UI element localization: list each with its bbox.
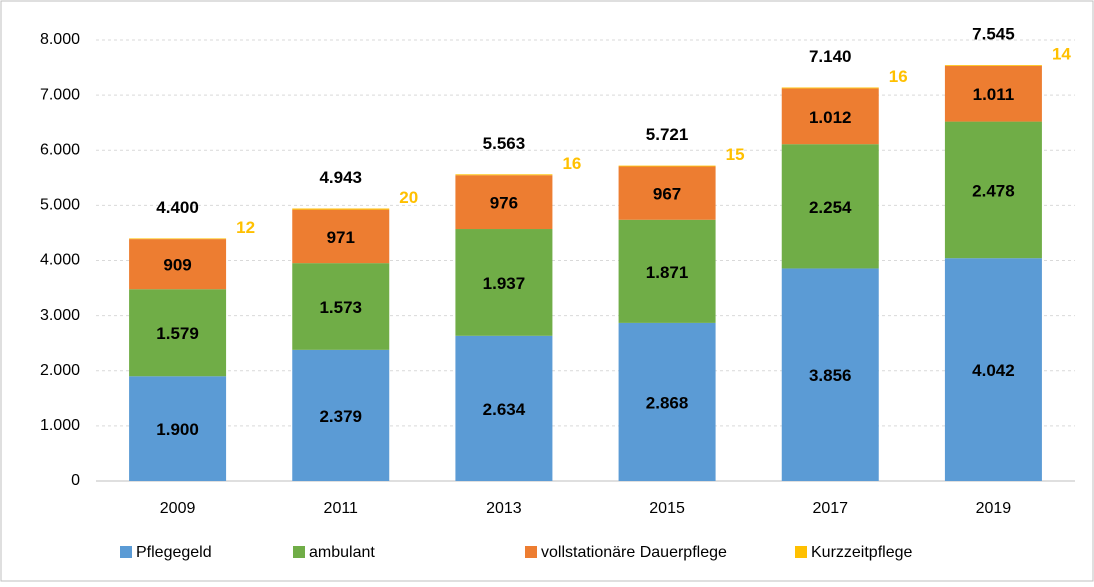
bar-segment bbox=[129, 238, 227, 240]
data-label: 2.254 bbox=[809, 198, 852, 217]
data-label: 1.573 bbox=[319, 298, 362, 317]
y-tick-label: 8.000 bbox=[40, 31, 80, 48]
y-tick-label: 1.000 bbox=[40, 417, 80, 434]
bar-segment bbox=[944, 65, 1042, 122]
bar-segment bbox=[129, 289, 227, 377]
legend-swatch bbox=[525, 546, 537, 558]
bar-segment bbox=[781, 87, 879, 89]
data-label: 4.042 bbox=[972, 361, 1015, 380]
bar-segment bbox=[944, 65, 1042, 66]
bar-segment bbox=[292, 263, 390, 350]
data-label: 1.011 bbox=[973, 85, 1015, 104]
data-label: 976 bbox=[490, 194, 518, 213]
y-tick-label: 0 bbox=[71, 472, 80, 489]
bar-segment bbox=[944, 258, 1042, 481]
x-tick-label: 2009 bbox=[160, 500, 196, 517]
data-label: 16 bbox=[562, 154, 581, 173]
bar-segment bbox=[618, 166, 716, 220]
legend-label: ambulant bbox=[309, 544, 375, 561]
bar-segment bbox=[618, 165, 716, 167]
bar-segment bbox=[292, 349, 390, 481]
data-label: 12 bbox=[236, 218, 255, 237]
total-label: 4.400 bbox=[156, 198, 199, 217]
data-label: 2.478 bbox=[972, 181, 1015, 200]
legend-label: vollstationäre Dauerpflege bbox=[541, 544, 727, 561]
legend-swatch bbox=[795, 546, 807, 558]
data-label: 971 bbox=[327, 228, 355, 247]
bar-segment bbox=[129, 376, 227, 481]
data-label: 2.634 bbox=[483, 400, 526, 419]
bar-segment bbox=[781, 144, 879, 269]
y-tick-label: 5.000 bbox=[40, 197, 80, 214]
x-tick-label: 2017 bbox=[812, 500, 848, 517]
bar-segment bbox=[944, 121, 1042, 259]
data-label: 1.900 bbox=[156, 420, 199, 439]
x-tick-label: 2015 bbox=[649, 500, 685, 517]
bar-segment bbox=[781, 88, 879, 145]
bar-segment bbox=[292, 209, 390, 264]
data-label: 967 bbox=[653, 185, 681, 204]
data-label: 2.379 bbox=[319, 407, 362, 426]
y-tick-label: 4.000 bbox=[40, 252, 80, 269]
x-tick-label: 2019 bbox=[976, 500, 1012, 517]
y-tick-label: 7.000 bbox=[40, 86, 80, 103]
legend-label: Kurzzeitpflege bbox=[811, 544, 912, 561]
x-tick-label: 2013 bbox=[486, 500, 522, 517]
data-label: 20 bbox=[399, 188, 418, 207]
data-label: 16 bbox=[889, 67, 908, 86]
bar-segment bbox=[455, 174, 553, 176]
data-label: 15 bbox=[726, 145, 745, 164]
bar-segment bbox=[781, 268, 879, 481]
total-label: 5.563 bbox=[483, 134, 526, 153]
bar-segment bbox=[618, 219, 716, 323]
bar-segment bbox=[455, 175, 553, 230]
y-tick-label: 6.000 bbox=[40, 141, 80, 158]
total-label: 7.140 bbox=[809, 47, 852, 66]
bar-segment bbox=[455, 335, 553, 481]
bar-segment bbox=[455, 229, 553, 336]
data-label: 3.856 bbox=[809, 366, 852, 385]
bar-segment bbox=[292, 208, 390, 210]
y-tick-label: 3.000 bbox=[40, 307, 80, 324]
total-label: 5.721 bbox=[646, 125, 689, 144]
total-label: 7.545 bbox=[972, 25, 1015, 44]
data-label: 1.937 bbox=[483, 274, 526, 293]
data-label: 1.871 bbox=[646, 263, 689, 282]
total-label: 4.943 bbox=[319, 168, 362, 187]
data-label: 1.012 bbox=[809, 108, 852, 127]
x-tick-label: 2011 bbox=[324, 500, 359, 517]
data-label: 909 bbox=[163, 256, 191, 275]
bar-segment bbox=[618, 322, 716, 481]
legend-swatch bbox=[120, 546, 132, 558]
data-label: 14 bbox=[1052, 45, 1071, 64]
data-label: 2.868 bbox=[646, 393, 689, 412]
data-label: 1.579 bbox=[156, 324, 199, 343]
y-tick-label: 2.000 bbox=[40, 362, 80, 379]
bar-segment bbox=[129, 239, 227, 290]
legend-label: Pflegegeld bbox=[136, 544, 212, 561]
legend-swatch bbox=[293, 546, 305, 558]
